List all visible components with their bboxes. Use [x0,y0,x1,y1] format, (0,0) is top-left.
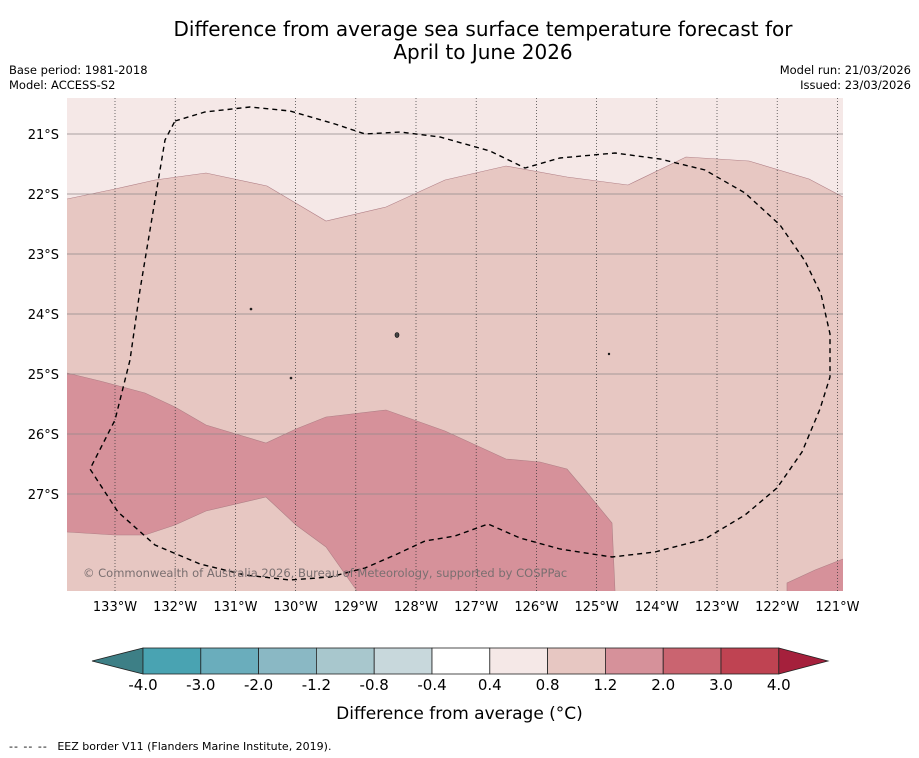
meta-left: Base period: 1981-2018 Model: ACCESS-S2 [9,63,148,93]
band-1-2-to-2-0-corner [787,559,843,591]
colorbar-segment [373,647,433,675]
colorbar-tick-label: -2.0 [243,676,274,694]
footnote-text: EEZ border V11 (Flanders Marine Institut… [57,740,332,753]
lat-label: 24°S [28,308,59,323]
colorbar-tick-label: 0.8 [535,676,560,694]
lon-label: 132°W [153,600,197,615]
footnote: -- -- -- EEZ border V11 (Flanders Marine… [9,740,331,753]
colorbar-segment [142,647,202,675]
colorbar-tick-label: 2.0 [651,676,676,694]
lon-label: 122°W [755,600,799,615]
lon-label: 128°W [394,600,438,615]
colorbar-segment [431,647,491,675]
colorbar-title: Difference from average (°C) [336,704,583,724]
lat-label: 22°S [28,188,59,203]
lat-label: 27°S [28,488,59,503]
colorbar-segment [662,647,722,675]
lon-label: 133°W [93,600,137,615]
colorbar-tick-label: 3.0 [709,676,733,694]
colorbar-extend-high [778,647,830,675]
lon-label: 125°W [575,600,619,615]
lat-label: 21°S [28,128,59,143]
lat-label: 25°S [28,368,59,383]
lon-label: 124°W [635,600,679,615]
lon-label: 121°W [815,600,859,615]
model-name: Model: ACCESS-S2 [9,78,116,92]
contour-line [66,156,844,222]
longitude-labels: 133°W 132°W 131°W 130°W 129°W 128°W 127°W 126°W… [93,600,860,615]
colorbar-segment [315,647,375,675]
colorbar-tick-label: -3.0 [186,676,216,694]
map-panel: © Commonwealth of Australia 2026, Bureau… [66,98,844,592]
lat-label: 23°S [28,248,59,263]
colorbar-tick-label: -4.0 [128,676,158,694]
title-line-2: April to June 2026 [393,40,573,64]
meta-right: Model run: 21/03/2026 Issued: 23/03/2026 [780,63,911,93]
eez-legend-dashes: -- -- -- [9,740,48,753]
contour-line [786,558,844,591]
island [289,376,293,380]
issued-date: Issued: 23/03/2026 [800,78,911,92]
islands [249,307,611,380]
island [607,352,611,356]
colorbar-segment [489,647,548,675]
contour-line [66,496,358,592]
base-period: Base period: 1981-2018 [9,63,148,77]
model-run: Model run: 21/03/2026 [779,63,911,77]
colorbar-tick-label: -1.2 [301,676,332,694]
lon-label: 127°W [454,600,498,615]
colorbar-extend-low [91,647,144,675]
colorbar-tick-label: -0.8 [359,676,389,694]
title-line-1: Difference from average sea surface temp… [173,17,793,41]
colorbar-tick-label: -0.4 [417,676,447,694]
colorbar-tick-label: 0.4 [477,676,502,694]
lon-label: 131°W [213,600,257,615]
colorbar-segment [547,647,606,675]
colorbar-tick-label: 1.2 [593,676,618,694]
lon-label: 126°W [514,600,558,615]
colorbar-segment [258,647,317,675]
island [249,307,253,311]
island [394,332,400,338]
colorbar-segment [605,647,664,675]
eez-border [89,106,831,581]
lon-label: 123°W [695,600,739,615]
colorbar-segment [720,647,780,675]
copyright-text: © Commonwealth of Australia 2026, Bureau… [83,566,567,580]
lon-label: 130°W [274,600,318,615]
colorbar-segment [200,647,260,675]
lon-label: 129°W [334,600,378,615]
latitude-labels: 21°S 22°S 23°S 24°S 25°S 26°S 27°S [28,128,59,503]
colorbar-tick-label: 4.0 [766,676,791,694]
lat-label: 26°S [28,428,59,443]
graticule [67,98,843,591]
chart-title: Difference from average sea surface temp… [0,18,919,64]
band-1-2-to-2-0-main [67,373,615,591]
colorbar [91,647,830,675]
